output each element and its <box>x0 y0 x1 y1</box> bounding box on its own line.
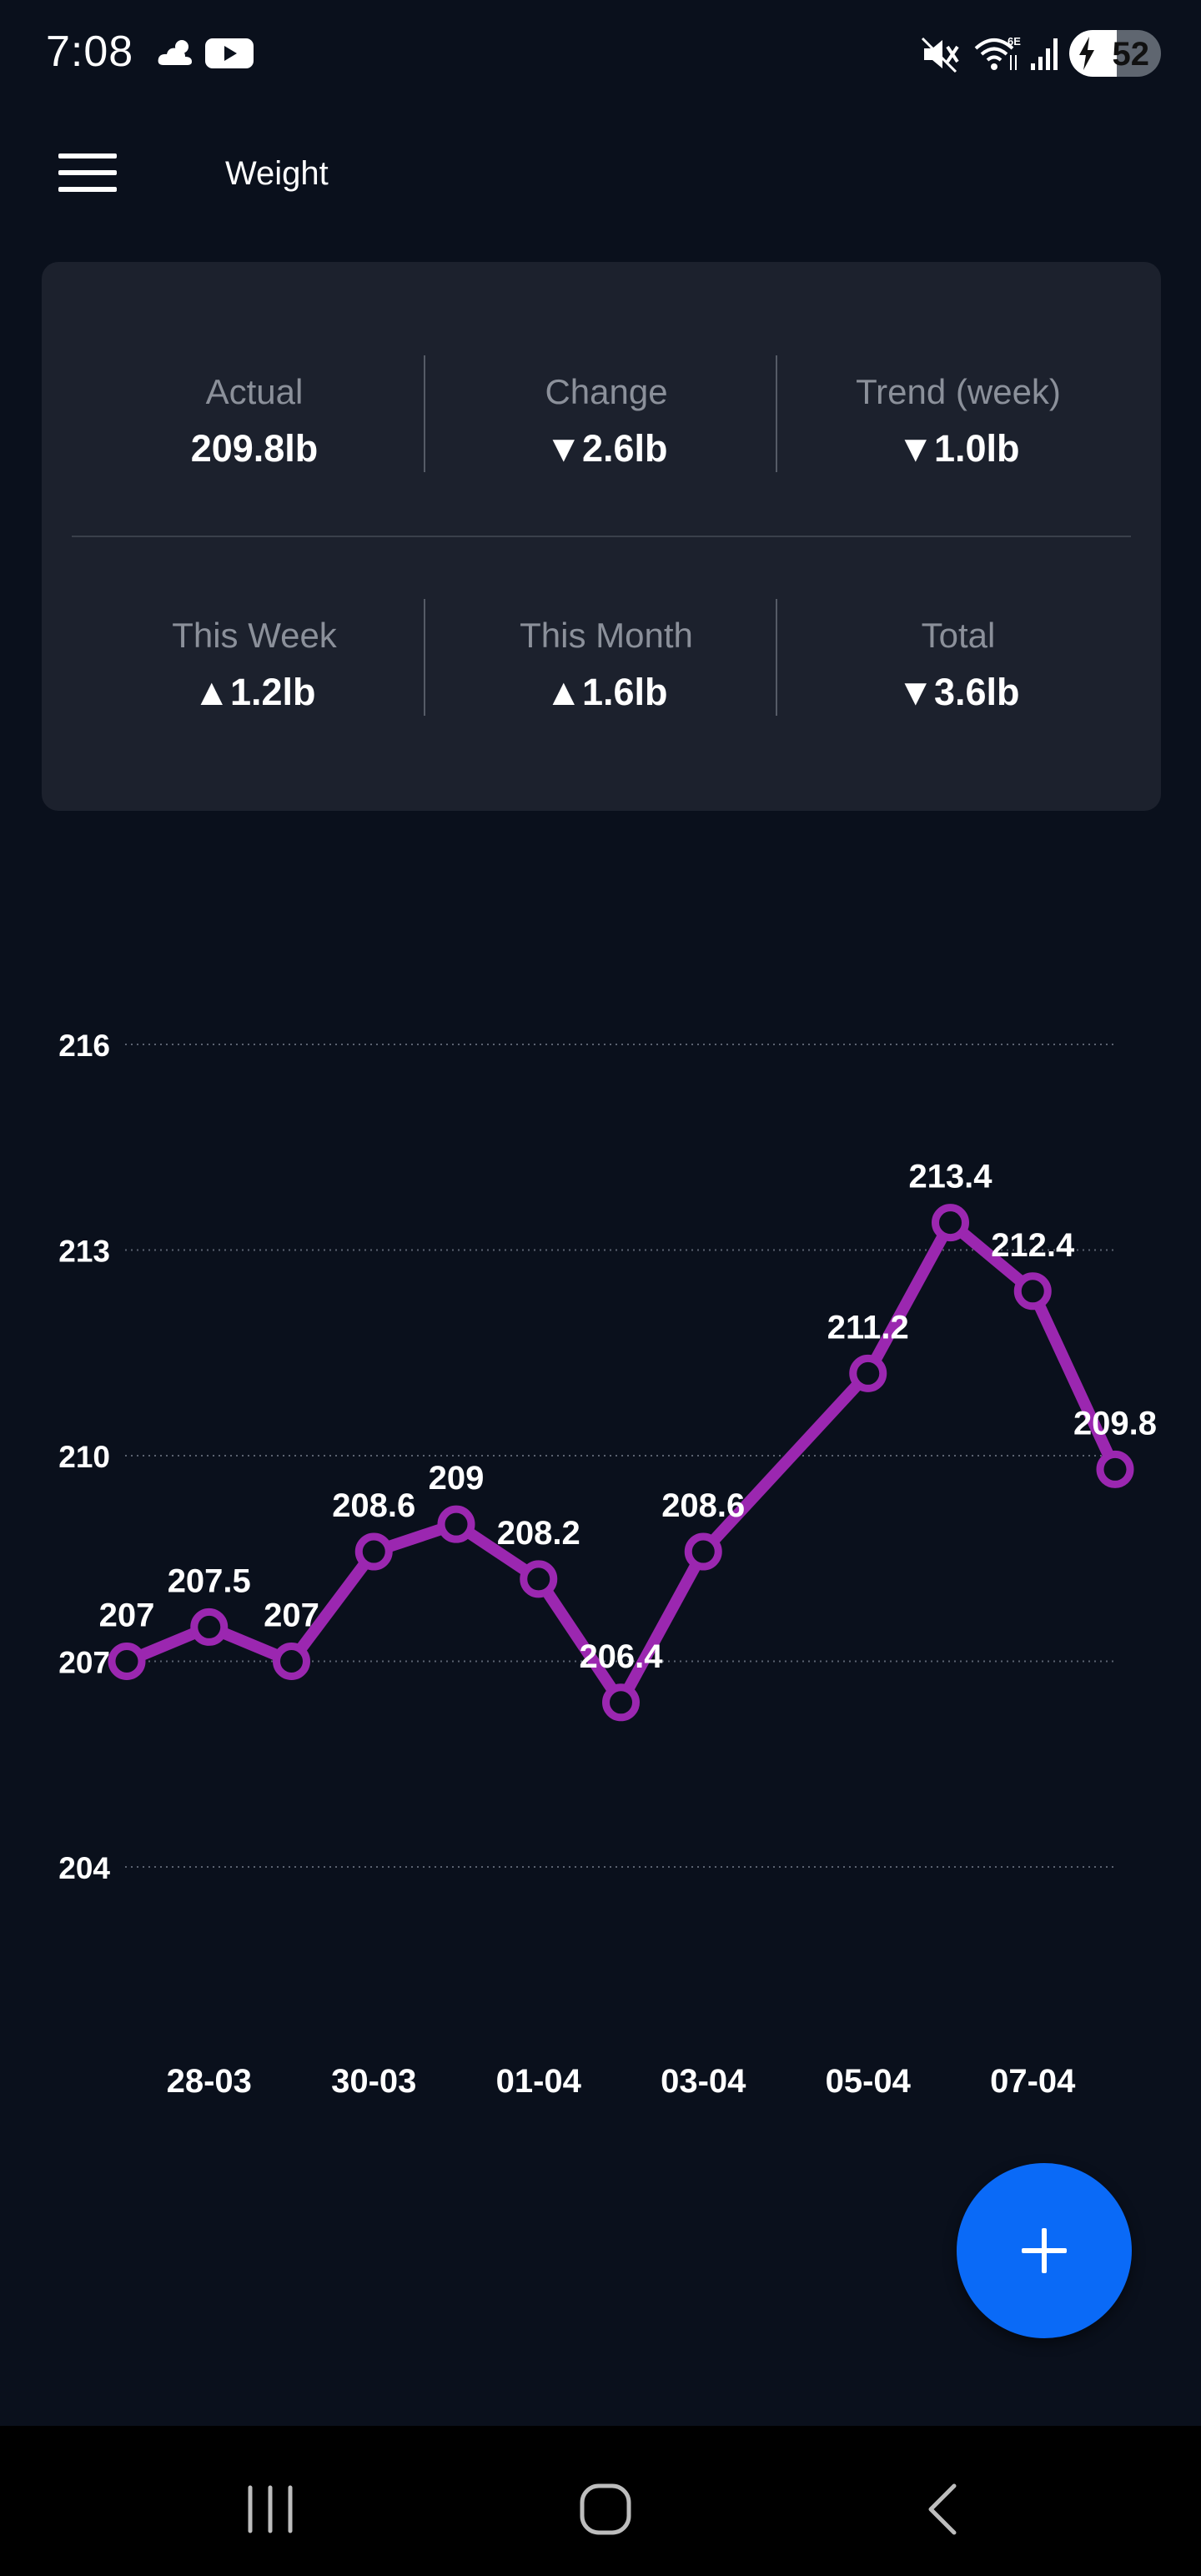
app-bar: Weight <box>0 125 1201 217</box>
mute-icon <box>921 37 959 73</box>
plus-icon-stroke <box>1042 2228 1047 2273</box>
battery-indicator: 52 <box>1069 30 1161 77</box>
stat-label: Trend (week) <box>856 372 1061 411</box>
charging-icon <box>1079 37 1094 70</box>
stat-label: Change <box>545 372 668 411</box>
stat-change: Change ▼2.6lb <box>430 355 782 472</box>
data-label: 208.6 <box>332 1487 415 1524</box>
data-label: 211.2 <box>827 1309 909 1346</box>
stat-trend-week: Trend (week) ▼1.0lb <box>782 355 1134 472</box>
stats-row-2: This Week ▲1.2lb This Month ▲1.6lb Total… <box>42 599 1161 732</box>
data-label: 213.4 <box>908 1159 992 1195</box>
stat-value: ▼1.0lb <box>897 427 1020 470</box>
data-label: 207 <box>99 1597 155 1634</box>
stat-total: Total ▼3.6lb <box>782 599 1134 716</box>
data-point <box>684 1532 722 1571</box>
data-point <box>520 1560 558 1598</box>
y-tick-label: 210 <box>58 1440 110 1474</box>
data-point <box>273 1643 310 1680</box>
x-tick-label: 07-04 <box>990 2063 1076 2100</box>
back-icon <box>928 2483 957 2535</box>
data-point <box>108 1643 146 1680</box>
stat-value: ▼2.6lb <box>545 427 668 470</box>
data-label: 208.2 <box>497 1515 580 1552</box>
system-nav-bar <box>0 2426 1201 2576</box>
home-icon <box>580 2483 631 2535</box>
status-time: 7:08 <box>46 28 134 76</box>
data-point <box>354 1532 393 1571</box>
stat-this-month: This Month ▲1.6lb <box>430 599 782 716</box>
stat-value: ▲1.2lb <box>193 671 316 713</box>
weight-line-chart[interactable]: 204 207 210 213 216 28-03 30-03 01-04 03-04 05-04… <box>0 984 1201 2111</box>
divider <box>424 599 425 716</box>
data-point <box>932 1204 969 1242</box>
data-label: 212.4 <box>991 1227 1075 1264</box>
x-tick-label: 28-03 <box>167 2063 252 2100</box>
divider <box>72 536 1131 537</box>
stat-label: This Month <box>520 616 693 655</box>
data-label: 208.6 <box>661 1487 745 1524</box>
add-weight-button[interactable] <box>957 2163 1132 2338</box>
y-tick-label: 213 <box>58 1235 110 1269</box>
stat-actual: Actual 209.8lb <box>78 355 430 472</box>
data-point <box>1013 1272 1052 1311</box>
data-label: 209 <box>429 1460 485 1497</box>
back-button[interactable] <box>891 2468 991 2551</box>
recent-apps-button[interactable] <box>220 2468 320 2551</box>
battery-fill <box>1069 30 1118 77</box>
youtube-icon <box>205 38 254 68</box>
data-label: 209.8 <box>1073 1405 1157 1441</box>
data-point <box>1096 1450 1134 1488</box>
stat-value: ▼3.6lb <box>897 671 1020 713</box>
x-tick-label: 05-04 <box>826 2063 912 2100</box>
x-tick-label: 30-03 <box>331 2063 416 2100</box>
stat-value: ▲1.6lb <box>545 671 668 713</box>
stat-label: This Week <box>172 616 337 655</box>
stat-this-week: This Week ▲1.2lb <box>78 599 430 716</box>
data-point <box>602 1683 640 1722</box>
stat-label: Total <box>921 616 996 655</box>
recent-apps-icon <box>248 2485 293 2533</box>
battery-level: 52 <box>1112 36 1150 73</box>
home-button[interactable] <box>555 2468 656 2551</box>
data-point <box>849 1354 887 1392</box>
signal-icon <box>1031 38 1058 70</box>
data-point <box>437 1505 475 1543</box>
page-title: Weight <box>225 155 329 192</box>
divider <box>424 355 425 472</box>
x-tick-label: 03-04 <box>661 2063 746 2100</box>
divider <box>776 599 777 716</box>
data-label: 207.5 <box>168 1562 251 1599</box>
svg-text:6E: 6E <box>1008 35 1021 48</box>
menu-button[interactable] <box>48 143 128 202</box>
data-point <box>190 1607 229 1646</box>
data-label: 207 <box>264 1597 319 1634</box>
weather-icon <box>158 40 192 65</box>
status-bar: 7:08 6E 52 <box>0 0 1201 108</box>
stat-value: 209.8lb <box>190 427 319 470</box>
y-tick-label: 216 <box>58 1029 110 1063</box>
stat-label: Actual <box>205 372 304 411</box>
y-tick-label: 207 <box>58 1646 110 1680</box>
data-label: 206.4 <box>579 1638 663 1675</box>
wifi-6e-icon: 6E <box>974 35 1021 70</box>
y-tick-label: 204 <box>58 1851 110 1885</box>
stats-row-1: Actual 209.8lb Change ▼2.6lb Trend (week… <box>42 355 1161 489</box>
stats-card: Actual 209.8lb Change ▼2.6lb Trend (week… <box>42 262 1161 811</box>
x-tick-label: 01-04 <box>496 2063 582 2100</box>
divider <box>776 355 777 472</box>
